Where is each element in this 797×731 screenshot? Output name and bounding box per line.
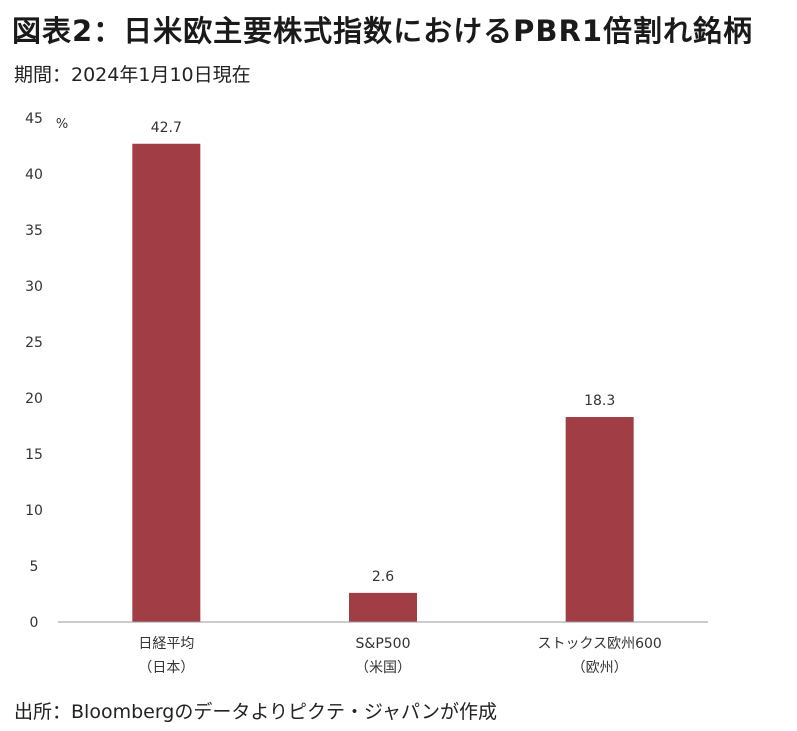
x-category-label: 日経平均 <box>138 636 194 652</box>
source-note: 出所：Bloombergのデータよりピクテ・ジャパンが作成 <box>14 701 497 723</box>
y-tick-label: 25 <box>25 335 43 351</box>
x-axis: 日経平均 （日本） S&P500 （米国） ストックス欧州600 （欧州） <box>58 621 708 676</box>
y-tick-label: 0 <box>30 615 39 631</box>
y-tick-label: 30 <box>25 279 43 295</box>
bar <box>132 143 201 622</box>
y-tick-label: 35 <box>25 223 43 239</box>
y-tick-label: 20 <box>25 391 43 407</box>
y-axis: 0 5 10 15 20 25 30 35 40 45% <box>25 111 68 631</box>
bars: 42.7 2.6 18.3 <box>132 120 634 622</box>
y-tick-label: 40 <box>25 167 43 183</box>
x-category-label: （日本） <box>138 660 194 676</box>
bar-data-label: 18.3 <box>584 393 615 409</box>
x-category-label: （欧州） <box>572 660 628 676</box>
x-category-label: （米国） <box>355 660 411 676</box>
bar-data-label: 2.6 <box>372 569 394 585</box>
y-tick-label: 15 <box>25 447 43 463</box>
bar <box>565 417 634 622</box>
bar <box>349 592 417 622</box>
chart-subtitle: 期間：2024年1月10日現在 <box>14 64 251 86</box>
y-axis-unit: % <box>56 117 68 132</box>
y-tick-label: 5 <box>30 559 39 575</box>
y-tick-label: 45 <box>25 111 43 127</box>
bar-data-label: 42.7 <box>151 120 182 136</box>
x-category-label: S&P500 <box>356 636 411 652</box>
chart-title: 図表2：日米欧主要株式指数におけるPBR1倍割れ銘柄 <box>12 14 754 48</box>
bar-chart: 0 5 10 15 20 25 30 35 40 45% 42.7 2.6 18.3 日経平均 （日本）… <box>25 111 708 676</box>
x-category-label: ストックス欧州600 <box>538 636 662 652</box>
y-tick-label: 10 <box>25 503 43 519</box>
